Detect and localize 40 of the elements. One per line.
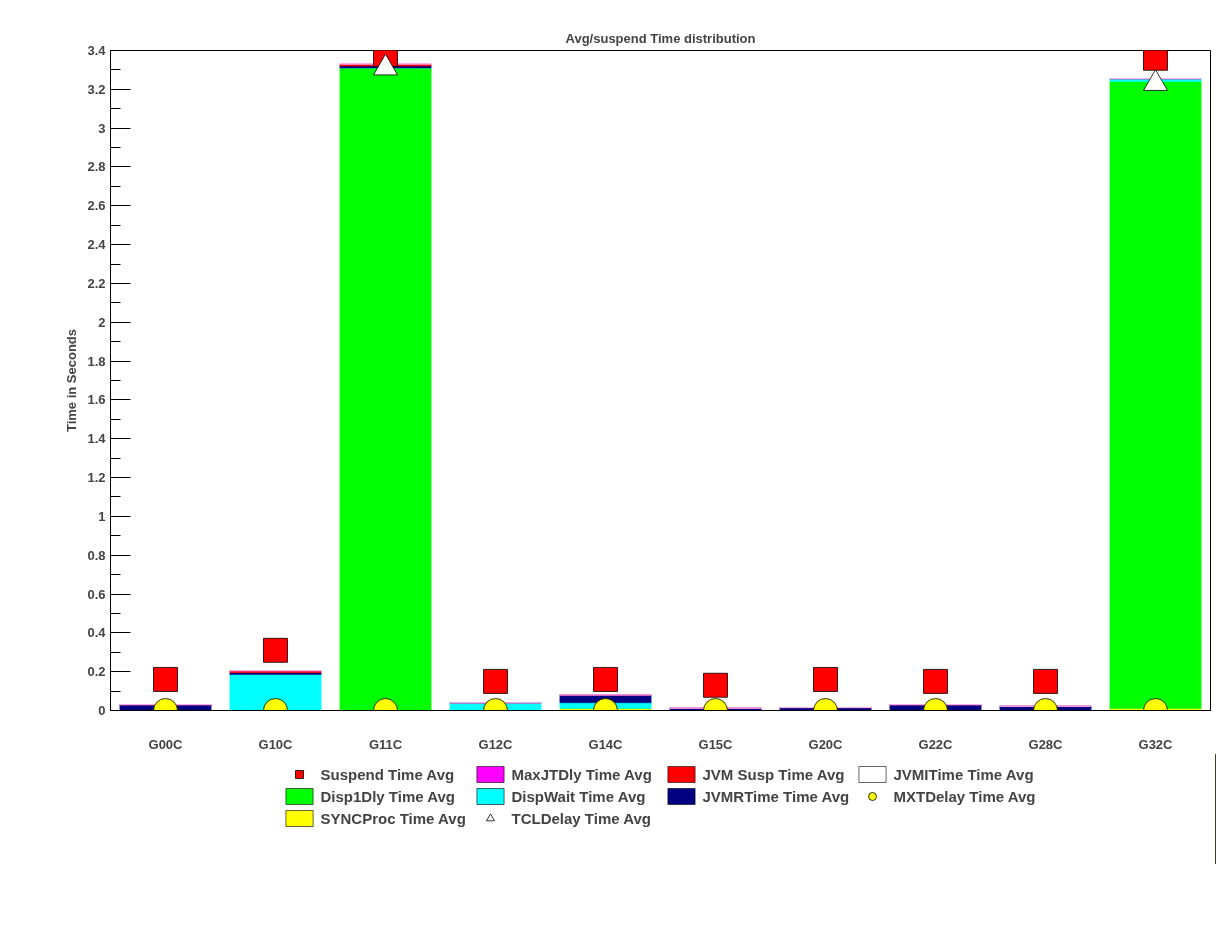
y-tick-label: 1.2 — [87, 470, 106, 486]
y-tick-label: 0.8 — [87, 547, 106, 563]
y-tick-label: 3 — [98, 120, 106, 136]
legend-label: JVM Susp Time Avg — [702, 765, 846, 783]
y-tick-label: 3.2 — [87, 81, 106, 97]
legend-label: TCLDelay Time Avg — [511, 809, 652, 827]
x-tick-label: G20C — [808, 736, 844, 752]
x-tick-label: G22C — [918, 736, 954, 752]
x-tick-label: G11C — [368, 736, 403, 752]
y-tick-label: 2.8 — [87, 159, 106, 175]
x-tick-label: G10C — [258, 736, 294, 752]
y-tick-label: 0.2 — [87, 664, 106, 680]
x-tick-label: G28C — [1028, 736, 1064, 752]
y-tick-label: 1.6 — [87, 392, 106, 408]
x-tick-label: G14C — [588, 736, 624, 752]
y-tick-label: 1.4 — [87, 431, 107, 447]
x-tick-label: G32C — [1138, 736, 1174, 752]
y-tick-label: 1 — [98, 508, 106, 524]
legend-label: MXTDelay Time Avg — [893, 787, 1037, 805]
legend-label: SYNCProc Time Avg — [320, 809, 467, 827]
x-tick-label: G00C — [148, 736, 184, 752]
legend-label: JVMITime Time Avg — [893, 765, 1035, 783]
y-tick-label: 0 — [98, 703, 106, 718]
legend-label: MaxJTDly Time Avg — [511, 765, 653, 783]
y-tick-label: 3.4 — [87, 43, 107, 58]
legend-label: DispWait Time Avg — [511, 787, 647, 805]
y-tick-label: 2.4 — [87, 237, 107, 253]
legend-label: Disp1Dly Time Avg — [320, 787, 456, 805]
legend-label: Suspend Time Avg — [320, 765, 456, 783]
y-tick-label: 0.6 — [87, 586, 106, 602]
x-tick-label: G12C — [478, 736, 514, 752]
y-tick-label: 1.8 — [87, 353, 106, 369]
y-tick-label: 2.2 — [87, 275, 106, 291]
y-tick-label: 0.4 — [87, 625, 107, 641]
y-tick-label: 2.6 — [87, 198, 106, 214]
y-axis-title: Time in Seconds — [64, 328, 80, 433]
x-tick-label: G15C — [698, 736, 734, 752]
y-tick-label: 2 — [98, 314, 106, 330]
legend-label: JVMRTime Time Avg — [702, 787, 851, 805]
chart-title: Avg/suspend Time distribution — [565, 30, 756, 46]
